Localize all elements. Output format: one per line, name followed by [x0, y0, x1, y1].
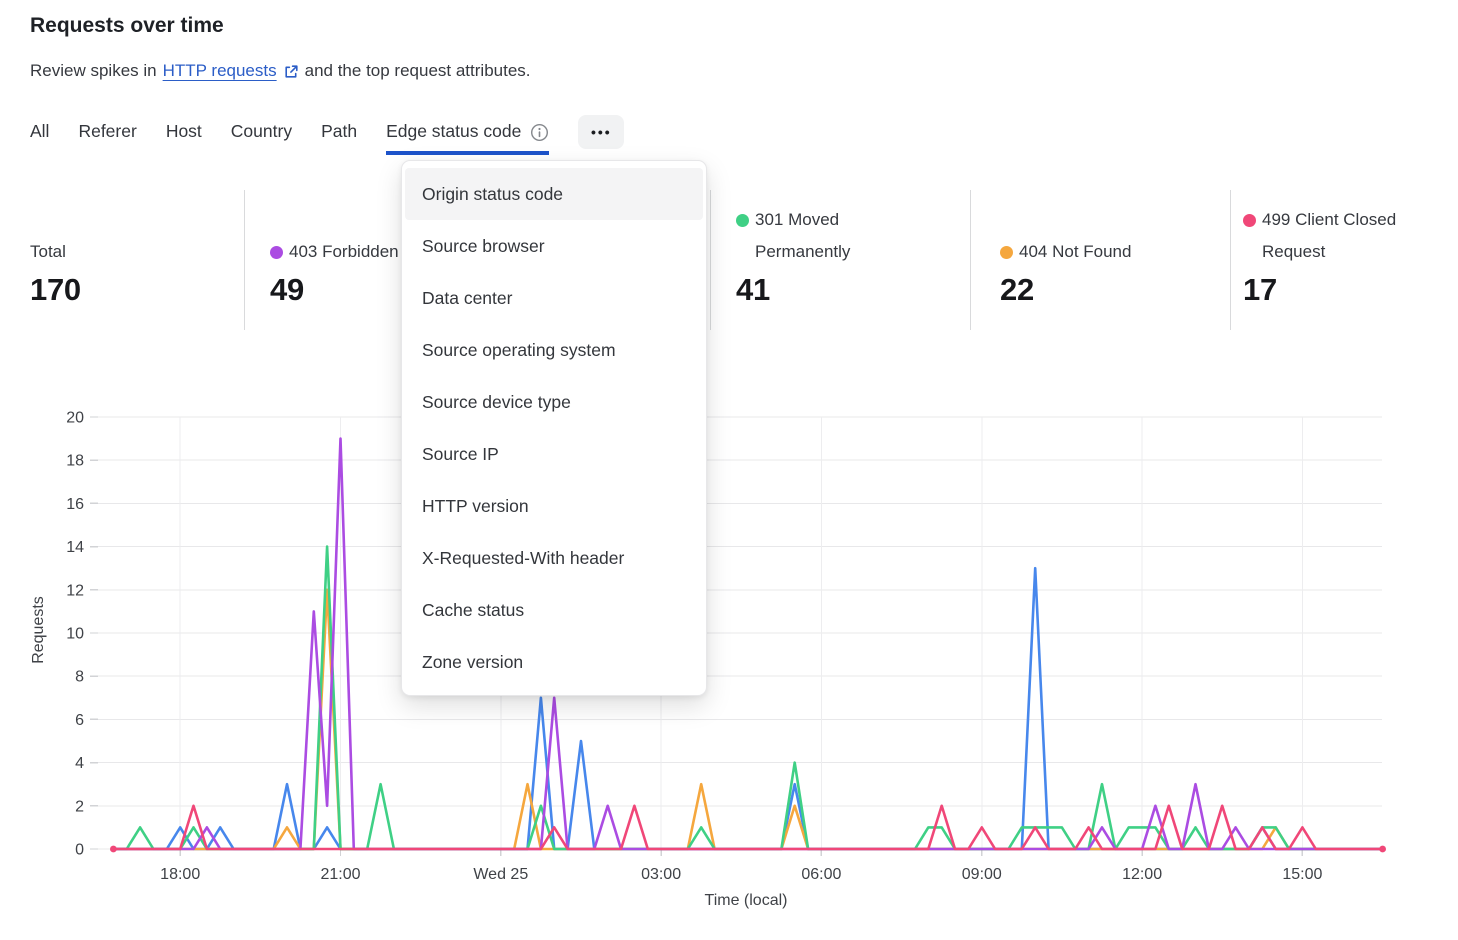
- tab-all[interactable]: All: [30, 121, 49, 151]
- subtitle: Review spikes in HTTP requests and the t…: [30, 61, 531, 81]
- menu-item-source-device-type[interactable]: Source device type: [422, 391, 571, 412]
- stat-value: 41: [736, 272, 770, 307]
- stat-value: 22: [1000, 272, 1034, 307]
- y-tick-label: 8: [75, 669, 84, 686]
- stat-label-text: 404 Not Found: [1019, 242, 1132, 261]
- stats-row: Total 170 403 Forbidden 49 301 Moved Permane…: [0, 190, 1458, 330]
- y-tick-label: 0: [75, 842, 84, 859]
- stat-label-text: Total: [30, 242, 66, 261]
- stat-label-text: 499 Client Closed Request: [1262, 210, 1397, 261]
- x-tick-label: 21:00: [320, 866, 360, 883]
- stat-divider: [244, 190, 245, 330]
- series-start-dot: [110, 845, 117, 853]
- stat-label-text: 403 Forbidden: [289, 242, 399, 261]
- tab-edge-status-code[interactable]: Edge status code: [386, 121, 550, 155]
- menu-item-data-center[interactable]: Data center: [422, 287, 513, 308]
- stat-value: 170: [30, 272, 81, 307]
- stat-label-text: 301 Moved Permanently: [755, 210, 851, 261]
- stat-block-499-client-closed-request: 499 Client Closed Request 17: [1243, 190, 1418, 330]
- tab-host[interactable]: Host: [166, 121, 202, 151]
- x-tick-label: 18:00: [160, 866, 200, 883]
- x-tick-label: 06:00: [801, 866, 841, 883]
- menu-item-x-requested-with-header[interactable]: X-Requested-With header: [422, 547, 625, 568]
- tab-path[interactable]: Path: [321, 121, 357, 151]
- stat-divider: [710, 190, 711, 330]
- http-requests-link[interactable]: HTTP requests: [162, 61, 277, 80]
- y-axis-title: Requests: [30, 596, 47, 664]
- tab-label: Path: [321, 121, 358, 141]
- tab-label: Referer: [78, 121, 137, 141]
- external-link-icon: [283, 64, 299, 80]
- stat-block-404-not-found: 404 Not Found 22: [1000, 190, 1175, 330]
- y-tick-label: 10: [66, 626, 84, 643]
- menu-item-http-version[interactable]: HTTP version: [422, 495, 529, 516]
- menu-item-source-browser[interactable]: Source browser: [422, 235, 545, 256]
- tab-label: Host: [165, 121, 202, 141]
- y-tick-label: 16: [66, 496, 84, 513]
- tab-country[interactable]: Country: [231, 121, 292, 151]
- subtitle-prefix: Review spikes in: [30, 61, 157, 80]
- info-icon[interactable]: [530, 123, 549, 142]
- x-tick-label: 15:00: [1282, 866, 1322, 883]
- x-tick-label: 03:00: [641, 866, 681, 883]
- tab-referer[interactable]: Referer: [78, 121, 136, 151]
- y-tick-label: 2: [75, 798, 84, 815]
- stat-label: Total: [30, 236, 66, 268]
- stat-divider: [1230, 190, 1231, 330]
- stat-value: 17: [1243, 272, 1277, 307]
- y-tick-label: 12: [66, 582, 84, 599]
- series-color-dot: [736, 214, 749, 227]
- y-tick-label: 6: [75, 712, 84, 729]
- x-tick-label: 12:00: [1122, 866, 1162, 883]
- stat-label: 301 Moved Permanently: [736, 204, 907, 268]
- stat-value: 49: [270, 272, 304, 307]
- stat-block-301-moved-permanently: 301 Moved Permanently 41: [736, 190, 911, 330]
- y-tick-label: 20: [66, 410, 84, 427]
- series-end-dot: [1379, 845, 1386, 853]
- series-line-499-client-closed-request: [112, 804, 1384, 851]
- stat-label: 403 Forbidden: [270, 236, 399, 268]
- menu-item-source-operating-system[interactable]: Source operating system: [422, 339, 616, 360]
- x-tick-label: Wed 25: [473, 866, 528, 883]
- tab-label: All: [30, 121, 50, 141]
- stat-label: 404 Not Found: [1000, 236, 1131, 268]
- stat-block-total: Total 170: [30, 190, 205, 330]
- menu-item-cache-status[interactable]: Cache status: [422, 599, 525, 620]
- y-tick-label: 18: [66, 453, 84, 470]
- dimension-dropdown-menu: Origin status code Source browser Data cen…: [401, 160, 707, 696]
- menu-item-zone-version[interactable]: Zone version: [422, 651, 524, 672]
- more-dimensions-button[interactable]: •••: [578, 115, 625, 149]
- x-axis-title: Time (local): [705, 892, 788, 909]
- menu-item-source-ip[interactable]: Source IP: [422, 443, 499, 464]
- stat-label: 499 Client Closed Request: [1243, 204, 1414, 268]
- dimension-tabs: All Referer Host Country Path Edge status cod…: [30, 115, 625, 155]
- tab-label: Country: [230, 121, 293, 141]
- ellipsis-icon: •••: [590, 124, 612, 140]
- y-tick-label: 14: [66, 539, 84, 556]
- y-tick-label: 4: [75, 755, 84, 772]
- subtitle-suffix: and the top request attributes.: [304, 61, 531, 80]
- page-title: Requests over time: [30, 14, 224, 37]
- series-color-dot: [1000, 246, 1013, 259]
- stat-divider: [970, 190, 971, 330]
- series-color-dot: [1243, 214, 1256, 227]
- stat-block-403-forbidden: 403 Forbidden 49: [270, 190, 445, 330]
- menu-item-origin-status-code[interactable]: Origin status code: [405, 168, 703, 220]
- series-color-dot: [270, 246, 283, 259]
- x-tick-label: 09:00: [962, 866, 1002, 883]
- tab-label: Edge status code: [386, 121, 522, 141]
- requests-chart[interactable]: 0 2 4 6 8 10 12 14 16 18 20 18:00 21:00 Wed 25 03:00 06…: [0, 395, 1458, 940]
- series-line-403-forbidden: [112, 437, 1384, 851]
